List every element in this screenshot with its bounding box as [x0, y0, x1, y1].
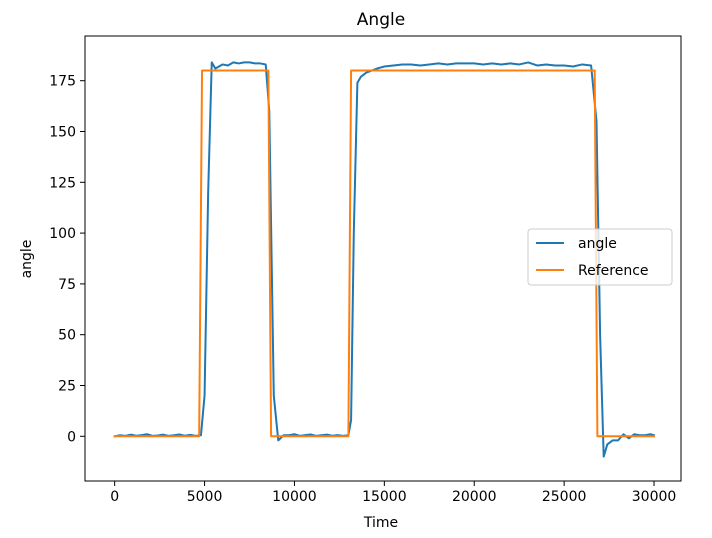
y-tick-label: 0: [67, 429, 76, 445]
x-tick-label: 15000: [362, 489, 407, 505]
legend-label-angle: angle: [578, 236, 617, 252]
y-axis: 0 25 50 75 100 125 150 175: [49, 74, 85, 445]
legend-label-reference: Reference: [578, 263, 649, 279]
y-tick-label: 100: [49, 226, 76, 242]
axes-frame: [84, 35, 682, 482]
y-tick-label: 150: [49, 125, 76, 141]
y-axis-label: angle: [19, 240, 35, 279]
x-tick-label: 10000: [272, 489, 317, 505]
x-axis-label: Time: [363, 515, 398, 531]
y-tick-label: 75: [58, 277, 76, 293]
y-tick-label: 25: [58, 378, 76, 394]
y-tick-label: 175: [49, 74, 76, 90]
y-tick-label: 125: [49, 175, 76, 191]
x-tick-label: 30000: [632, 489, 677, 505]
y-tick-label: 50: [58, 328, 76, 344]
x-tick-label: 20000: [452, 489, 497, 505]
x-tick-label: 5000: [187, 489, 223, 505]
x-tick-label: 0: [110, 489, 119, 505]
chart-title: Angle: [357, 10, 405, 30]
x-tick-label: 25000: [542, 489, 587, 505]
legend: angle Reference: [527, 228, 673, 286]
x-axis: 0 5000 10000 15000 20000 25000 30000: [110, 481, 676, 505]
